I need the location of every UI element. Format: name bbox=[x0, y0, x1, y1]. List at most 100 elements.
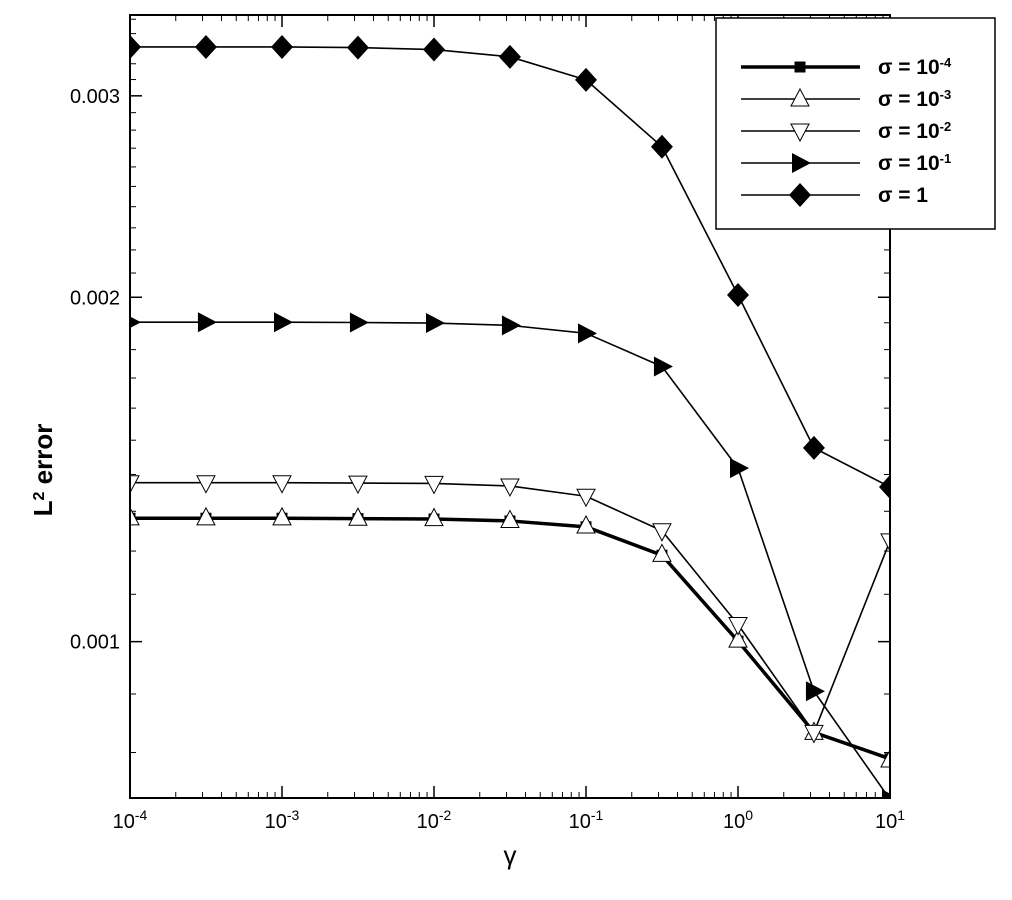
marker-triangle-up bbox=[728, 629, 748, 648]
marker-triangle-down bbox=[500, 478, 520, 498]
marker-diamond bbox=[498, 44, 521, 69]
marker-triangle-up bbox=[196, 506, 216, 526]
x-tick-label: 10-4 bbox=[113, 807, 148, 833]
legend-label-base: σ = 10 bbox=[878, 152, 940, 175]
marker-diamond bbox=[650, 134, 673, 159]
marker-diamond bbox=[575, 67, 597, 92]
marker-triangle-up bbox=[424, 507, 444, 527]
marker-triangle-up bbox=[500, 509, 520, 529]
legend: σ = 10-4σ = 10-3σ = 10-2σ = 10-1σ = 1 bbox=[715, 17, 996, 230]
legend-label: σ = 10-3 bbox=[878, 87, 951, 112]
x-tick-exp: 0 bbox=[745, 807, 753, 823]
marker-diamond bbox=[423, 37, 445, 62]
series-line bbox=[130, 321, 890, 798]
marker-triangle-down bbox=[728, 617, 748, 636]
legend-label: σ = 10-2 bbox=[878, 119, 951, 144]
legend-label-exp: -2 bbox=[940, 119, 952, 134]
series-1 bbox=[130, 512, 890, 765]
legend-label: σ = 10-1 bbox=[878, 151, 951, 176]
x-tick-label: 101 bbox=[875, 807, 905, 833]
marker-triangle-right bbox=[730, 458, 749, 479]
x-tick-exp: -1 bbox=[591, 807, 604, 823]
marker-triangle-down bbox=[130, 475, 140, 494]
marker-diamond bbox=[271, 34, 293, 59]
marker-triangle-down bbox=[348, 475, 368, 495]
marker-triangle-right bbox=[501, 315, 521, 336]
marker-triangle-up bbox=[576, 514, 596, 534]
marker-triangle-down bbox=[424, 475, 444, 495]
marker-triangle-up bbox=[790, 87, 810, 107]
marker-triangle-up bbox=[652, 543, 672, 562]
legend-label-exp: -1 bbox=[940, 151, 952, 166]
marker-triangle-up bbox=[348, 507, 368, 526]
marker-triangle-down bbox=[272, 475, 292, 494]
marker-diamond bbox=[130, 34, 141, 59]
plot-frame bbox=[129, 14, 891, 799]
marker-diamond bbox=[346, 35, 369, 60]
ylabel-rest: error bbox=[28, 424, 58, 492]
series-2 bbox=[130, 506, 890, 768]
legend-label-base: σ = 1 bbox=[878, 184, 928, 207]
legend-label-exp: -4 bbox=[940, 55, 952, 70]
marker-triangle-up bbox=[272, 506, 292, 526]
x-tick-base: 10 bbox=[723, 811, 745, 833]
x-tick-exp: -3 bbox=[287, 807, 300, 823]
marker-triangle-down bbox=[804, 724, 824, 744]
x-tick-base: 10 bbox=[113, 811, 135, 833]
marker-triangle-down bbox=[652, 523, 672, 542]
marker-triangle-right bbox=[349, 312, 369, 333]
marker-diamond bbox=[789, 183, 811, 207]
marker-diamond bbox=[879, 475, 890, 500]
y-tick-label: 0.001 bbox=[70, 632, 120, 654]
x-tick-label: 100 bbox=[723, 807, 753, 833]
x-tick-exp: -2 bbox=[439, 807, 452, 823]
marker-triangle-down bbox=[880, 533, 890, 552]
marker-triangle-right bbox=[653, 356, 673, 377]
x-tick-exp: 1 bbox=[897, 807, 905, 823]
marker-triangle-right bbox=[792, 153, 811, 173]
marker-triangle-down bbox=[576, 488, 596, 508]
legend-label: σ = 10-4 bbox=[878, 55, 952, 80]
x-tick-base: 10 bbox=[417, 811, 439, 833]
marker-triangle-up bbox=[880, 748, 890, 768]
legend-box bbox=[715, 17, 996, 230]
series-line bbox=[130, 517, 890, 761]
x-tick-base: 10 bbox=[875, 811, 897, 833]
marker-triangle-right bbox=[274, 312, 293, 333]
ylabel-sup: 2 bbox=[31, 491, 48, 500]
marker-diamond bbox=[802, 435, 825, 460]
legend-label-base: σ = 10 bbox=[878, 88, 940, 111]
series-3 bbox=[130, 475, 890, 744]
series-layer bbox=[130, 34, 890, 798]
marker-diamond bbox=[727, 283, 749, 308]
x-tick-base: 10 bbox=[569, 811, 591, 833]
marker-triangle-right bbox=[882, 789, 890, 798]
marker-diamond bbox=[194, 34, 217, 59]
marker-square bbox=[794, 61, 806, 73]
marker-triangle-down bbox=[790, 123, 810, 143]
x-tick-exp: -4 bbox=[135, 807, 148, 823]
marker-triangle-up bbox=[130, 506, 140, 526]
y-tick-label: 0.002 bbox=[70, 287, 120, 309]
legend-label-base: σ = 10 bbox=[878, 120, 940, 143]
x-tick-label: 10-2 bbox=[417, 807, 452, 833]
y-tick-label: 0.003 bbox=[70, 86, 120, 108]
x-tick-label: 10-3 bbox=[265, 807, 300, 833]
marker-triangle-down bbox=[196, 475, 216, 494]
marker-triangle-right bbox=[805, 681, 825, 702]
marker-triangle-right bbox=[578, 323, 597, 344]
x-axis-title: γ bbox=[504, 840, 517, 870]
marker-triangle-right bbox=[426, 313, 445, 334]
x-tick-base: 10 bbox=[265, 811, 287, 833]
legend-label-base: σ = 10 bbox=[878, 56, 940, 79]
series-4 bbox=[130, 312, 890, 798]
series-line bbox=[130, 516, 890, 761]
marker-triangle-right bbox=[130, 316, 141, 329]
x-tick-label: 10-1 bbox=[569, 807, 604, 833]
y-axis-title: L2 error bbox=[28, 424, 58, 517]
series-5 bbox=[130, 34, 890, 500]
legend-label-exp: -3 bbox=[940, 87, 952, 102]
legend-label: σ = 1 bbox=[878, 184, 928, 207]
